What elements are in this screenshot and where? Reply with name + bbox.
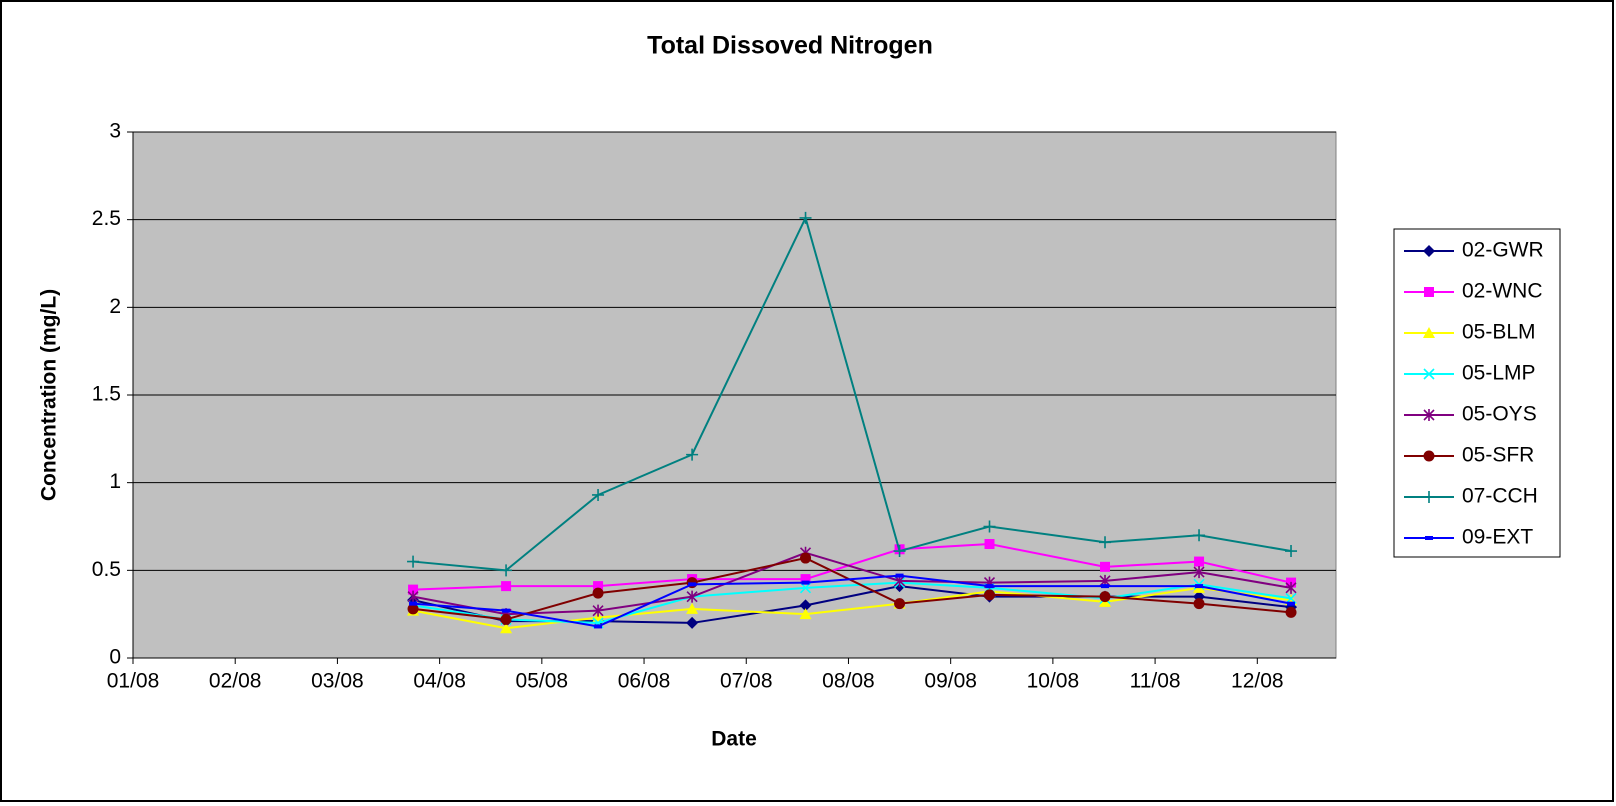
marker xyxy=(500,622,513,634)
series-line xyxy=(412,215,1292,572)
marker xyxy=(1194,556,1205,567)
marker xyxy=(686,590,698,603)
marker xyxy=(1423,327,1435,338)
legend-label: 05-OYS xyxy=(1462,403,1537,426)
x-tick-label: 11/08 xyxy=(1130,670,1181,693)
marker xyxy=(799,211,812,224)
marker xyxy=(593,581,604,592)
x-tick-label: 02/08 xyxy=(209,670,262,693)
legend-label: 09-EXT xyxy=(1462,526,1533,549)
marker xyxy=(592,587,604,599)
legend-label: 05-BLM xyxy=(1462,321,1536,344)
x-tick-label: 04/08 xyxy=(413,670,466,693)
marker xyxy=(1100,561,1111,572)
marker xyxy=(800,552,812,564)
marker xyxy=(1285,606,1297,618)
marker xyxy=(1423,450,1435,462)
y-tick-label: 1.5 xyxy=(92,383,121,406)
marker xyxy=(1285,545,1298,558)
marker xyxy=(500,564,513,577)
y-tick-label: 3 xyxy=(109,120,121,143)
x-tick-label: 09/08 xyxy=(924,670,977,693)
marker xyxy=(799,608,812,620)
marker xyxy=(1423,245,1435,257)
marker xyxy=(1423,368,1435,380)
legend-label: 02-GWR xyxy=(1462,239,1544,262)
y-tick-label: 0 xyxy=(109,646,121,669)
series-line xyxy=(412,551,1292,616)
x-tick-label: 10/08 xyxy=(1027,670,1080,693)
marker xyxy=(501,581,512,592)
legend-label: 05-SFR xyxy=(1462,444,1534,467)
y-tick-label: 0.5 xyxy=(92,558,121,581)
marker xyxy=(894,598,906,610)
y-tick-label: 1 xyxy=(109,470,121,493)
marker xyxy=(686,616,699,629)
series-line xyxy=(412,574,1292,628)
legend-label: 07-CCH xyxy=(1462,485,1538,508)
marker xyxy=(1099,591,1111,603)
series-line xyxy=(412,581,1292,624)
series-line xyxy=(412,586,1292,630)
marker xyxy=(408,584,419,595)
marker xyxy=(1285,581,1297,594)
x-axis-title: Date xyxy=(711,728,757,751)
marker xyxy=(983,520,996,533)
marker xyxy=(407,603,419,615)
marker xyxy=(1099,536,1112,549)
legend-label: 02-WNC xyxy=(1462,280,1543,303)
x-tick-label: 06/08 xyxy=(618,670,671,693)
x-tick-label: 05/08 xyxy=(516,670,569,693)
marker xyxy=(407,590,419,603)
marker xyxy=(1423,409,1435,421)
x-tick-label: 08/08 xyxy=(822,670,875,693)
y-tick-label: 2.5 xyxy=(92,207,121,230)
marker xyxy=(407,555,420,568)
series-line xyxy=(413,543,1292,591)
marker xyxy=(1423,491,1435,503)
x-tick-label: 12/08 xyxy=(1231,670,1284,693)
x-tick-label: 07/08 xyxy=(720,670,773,693)
marker xyxy=(799,599,812,612)
marker xyxy=(592,604,604,617)
series-line xyxy=(412,557,1292,621)
marker xyxy=(592,488,605,501)
marker xyxy=(893,545,906,558)
marker xyxy=(686,602,699,614)
marker xyxy=(686,448,699,461)
marker xyxy=(984,589,996,601)
marker xyxy=(984,539,995,550)
marker xyxy=(1193,598,1205,610)
marker xyxy=(1424,287,1434,297)
marker xyxy=(1193,566,1205,579)
y-tick-label: 2 xyxy=(109,295,121,318)
legend xyxy=(1393,228,1561,558)
marker xyxy=(500,613,512,625)
marker xyxy=(800,574,811,585)
y-axis-title: Concentration (mg/L) xyxy=(38,289,61,501)
x-tick-label: 01/08 xyxy=(107,670,160,693)
legend-label: 05-LMP xyxy=(1462,362,1536,385)
chart-title: Total Dissoved Nitrogen xyxy=(647,32,933,60)
marker xyxy=(1193,529,1206,542)
x-tick-label: 03/08 xyxy=(311,670,364,693)
